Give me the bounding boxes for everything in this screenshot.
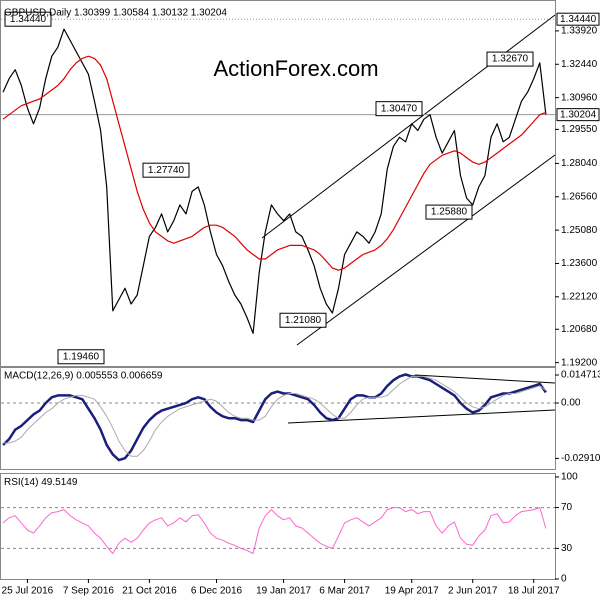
x-tick-label: 19 Jan 2017 xyxy=(256,586,311,597)
y-tick-label: 0 xyxy=(561,574,567,585)
annotation-box xyxy=(279,312,327,328)
x-tick-label: 7 Sep 2016 xyxy=(63,586,115,597)
x-tick-label: 2 Jun 2017 xyxy=(448,586,498,597)
price-marker-label: 1.34440 xyxy=(560,14,597,25)
y-tick-label: 1.22120 xyxy=(561,291,598,302)
series-line xyxy=(2,28,547,334)
price-marker-box xyxy=(556,12,600,26)
pane-title: MACD(12,26,9) 0.005553 0.006659 xyxy=(4,371,163,382)
y-tick-label: 1.19200 xyxy=(561,357,598,368)
annotation-box xyxy=(57,349,105,365)
channel-lower xyxy=(296,154,556,346)
annotation-box xyxy=(375,101,423,117)
y-tick-label: 1.26560 xyxy=(561,191,598,202)
annotation-box xyxy=(486,51,534,67)
y-tick-label: 1.23600 xyxy=(561,258,598,269)
pane-title: GBPUSD,Daily 1.30399 1.30584 1.30132 1.3… xyxy=(4,8,227,19)
price-marker-label: 1.30204 xyxy=(560,109,597,120)
x-tick-label: 18 Jul 2017 xyxy=(508,586,560,597)
annotation-label: 1.25880 xyxy=(431,207,468,218)
macd-trend-upper xyxy=(414,374,556,384)
y-tick-label: 1.32440 xyxy=(561,59,598,70)
annotation-box xyxy=(4,11,52,27)
y-tick-label: 1.25080 xyxy=(561,225,598,236)
y-tick-label: 1.30960 xyxy=(561,92,598,103)
y-tick-label: 1.33920 xyxy=(561,26,598,37)
y-tick-label: 1.29550 xyxy=(561,124,598,135)
y-tick-label: 1.28040 xyxy=(561,158,598,169)
pane-title: RSI(14) 49.5149 xyxy=(4,477,78,488)
annotation-label: 1.19460 xyxy=(63,351,100,362)
y-tick-label: 0.014713 xyxy=(561,370,600,381)
annotation-label: 1.34440 xyxy=(10,14,47,25)
series-line xyxy=(2,373,547,462)
series-line xyxy=(2,55,547,271)
annotation-box xyxy=(425,204,473,220)
annotation-label: 1.27740 xyxy=(148,165,185,176)
series-line xyxy=(2,507,547,554)
x-tick-label: 25 Jul 2016 xyxy=(2,586,54,597)
x-tick-label: 19 Apr 2017 xyxy=(385,586,439,597)
annotation-box xyxy=(142,162,190,178)
frames xyxy=(0,0,556,580)
annotation-label: 1.21080 xyxy=(285,315,322,326)
x-tick-label: 6 Dec 2016 xyxy=(191,586,243,597)
y-tick-label: 1.20680 xyxy=(561,324,598,335)
y-tick-label: 0.00 xyxy=(561,398,581,409)
annotation-label: 1.32670 xyxy=(492,54,529,65)
x-tick-label: 21 Oct 2016 xyxy=(122,586,177,597)
x-tick-label: 6 Mar 2017 xyxy=(319,586,370,597)
watermark: ActionForex.com xyxy=(213,56,378,81)
series-line xyxy=(3,375,547,457)
y-tick-label: 30 xyxy=(561,543,573,554)
annotation-label: 1.30470 xyxy=(381,103,418,114)
y-tick-label: 100 xyxy=(561,472,578,483)
price-marker-box xyxy=(556,108,600,122)
rsi-pane xyxy=(0,473,556,580)
price-pane xyxy=(0,0,556,367)
y-tick-label: -0.029105 xyxy=(561,453,600,464)
y-tick-label: 70 xyxy=(561,502,573,513)
macd-pane xyxy=(0,367,556,470)
